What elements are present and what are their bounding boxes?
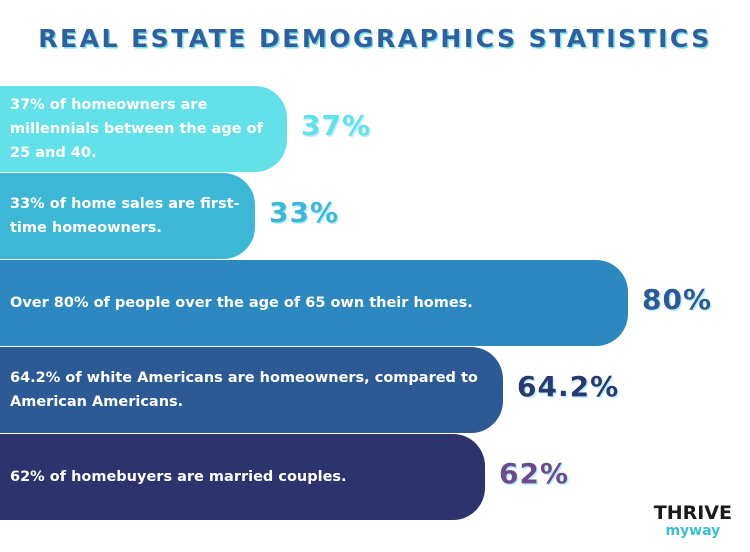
value-label-4: 64.2% bbox=[517, 370, 620, 403]
bar-label-5: 62% of homebuyers are married couples. bbox=[10, 469, 347, 485]
bar-5: 62% of homebuyers are married couples. bbox=[0, 434, 485, 520]
bar-1: 37% of homeowners are millennials betwee… bbox=[0, 86, 287, 172]
bar-2: 33% of home sales are first-time homeown… bbox=[0, 173, 255, 259]
thrive-my-way-logo: THRIVE myway bbox=[653, 502, 732, 539]
value-label-5: 62% bbox=[499, 457, 570, 490]
logo-wordmark-top: THRIVE bbox=[653, 502, 732, 524]
bar-label-3: Over 80% of people over the age of 65 ow… bbox=[10, 295, 473, 311]
bar-4: 64.2% of white Americans are homeowners,… bbox=[0, 347, 503, 433]
value-label-2: 33% bbox=[269, 196, 340, 229]
bar-label-1: 37% of homeowners are millennials betwee… bbox=[10, 97, 263, 161]
value-label-3: 80% bbox=[642, 283, 713, 316]
bar-label-2: 33% of home sales are first-time homeown… bbox=[10, 196, 240, 236]
logo-wordmark-bottom: myway bbox=[665, 523, 721, 539]
bar-3: Over 80% of people over the age of 65 ow… bbox=[0, 260, 628, 346]
bar-label-4: 64.2% of white Americans are homeowners,… bbox=[10, 370, 478, 410]
value-label-1: 37% bbox=[301, 109, 372, 142]
chart-title: REAL ESTATE DEMOGRAPHICS STATISTICS bbox=[38, 24, 712, 53]
